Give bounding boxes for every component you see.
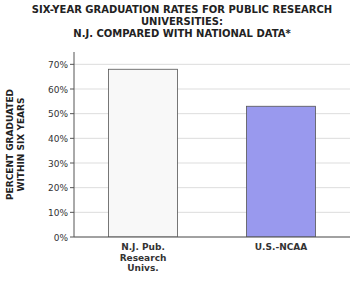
y-tick-label: 60% bbox=[48, 85, 68, 95]
bar bbox=[247, 106, 316, 237]
tick-mark bbox=[70, 163, 74, 164]
x-tick-label: U.S.-NCAA bbox=[255, 242, 307, 252]
grid-line bbox=[74, 64, 350, 65]
text-line: N.J. Pub. bbox=[121, 242, 165, 252]
tick-mark bbox=[70, 138, 74, 139]
x-axis-line bbox=[74, 237, 350, 238]
y-tick-label: 10% bbox=[48, 208, 68, 218]
tick-mark bbox=[70, 237, 74, 238]
tick-mark bbox=[70, 187, 74, 188]
tick-mark bbox=[70, 113, 74, 114]
title: SIX-YEAR GRADUATION RATES FOR PUBLIC RES… bbox=[32, 4, 332, 39]
tick-mark bbox=[70, 89, 74, 90]
text-line: Research bbox=[120, 253, 167, 263]
bars bbox=[109, 69, 316, 237]
y-tick-label: 30% bbox=[48, 159, 68, 169]
y-tick-label: 70% bbox=[48, 60, 68, 70]
text-line: SIX-YEAR GRADUATION RATES FOR PUBLIC RES… bbox=[32, 4, 332, 15]
text-line: UNIVERSITIES: bbox=[141, 16, 223, 27]
y-tick-label: 50% bbox=[48, 109, 68, 119]
tick-mark bbox=[70, 212, 74, 213]
text-line: WITHIN SIX YEARS bbox=[16, 98, 26, 192]
text-line: PERCENT GRADUATED bbox=[5, 89, 15, 200]
x-tick-label: N.J. Pub.ResearchUnivs. bbox=[120, 242, 167, 273]
tick-mark bbox=[70, 64, 74, 65]
y-axis-line bbox=[74, 52, 75, 237]
text-line: N.J. COMPARED WITH NATIONAL DATA* bbox=[73, 28, 291, 39]
text-line: U.S.-NCAA bbox=[255, 242, 307, 252]
grid bbox=[74, 64, 350, 237]
y-tick-label: 40% bbox=[48, 134, 68, 144]
y-tick-label: 20% bbox=[48, 183, 68, 193]
bar bbox=[109, 69, 178, 237]
text-line: Univs. bbox=[127, 263, 158, 273]
chart: SIX-YEAR GRADUATION RATES FOR PUBLIC RES… bbox=[0, 0, 364, 283]
y-tick-label: 0% bbox=[54, 233, 69, 243]
y-axis-label: PERCENT GRADUATEDWITHIN SIX YEARS bbox=[5, 89, 26, 200]
grid-line bbox=[74, 237, 350, 238]
